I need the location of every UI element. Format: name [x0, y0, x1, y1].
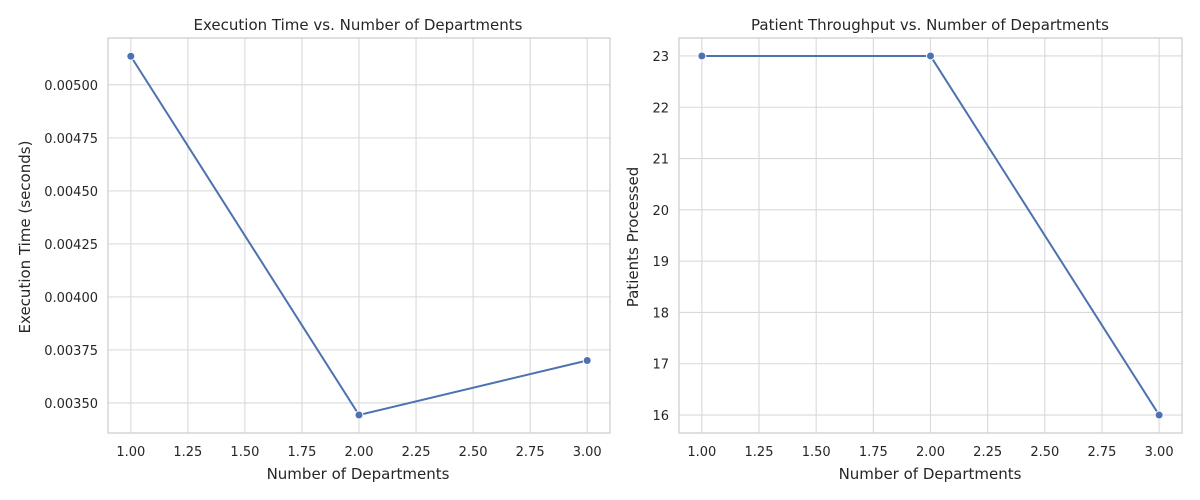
data-point	[582, 355, 592, 365]
data-point	[354, 410, 364, 420]
grid	[679, 38, 1182, 433]
x-tick-label: 3.00	[573, 445, 602, 460]
tick-labels: 1.00 1.25 1.50 1.75 2.00 2.25 2.50 2.75 3.00 16 17…	[652, 50, 1173, 460]
y-axis-label: Patients Processed	[624, 167, 642, 307]
x-tick-label: 2.25	[973, 445, 1002, 460]
y-tick-label: 0.00350	[44, 397, 98, 412]
x-axis-label: Number of Departments	[839, 465, 1022, 483]
y-tick-label: 0.00450	[44, 185, 98, 200]
data-point	[126, 51, 136, 61]
y-tick-label: 0.00375	[44, 344, 98, 359]
x-tick-label: 1.50	[802, 445, 831, 460]
tick-labels: 1.00 1.25 1.50 1.75 2.00 2.25 2.50 2.75 3.00 0.00…	[44, 79, 601, 460]
y-tick-label: 18	[652, 306, 669, 321]
x-tick-label: 2.50	[1030, 445, 1059, 460]
y-tick-label: 0.00475	[44, 132, 98, 147]
data-point	[926, 51, 935, 61]
x-tick-label: 1.50	[230, 445, 259, 460]
y-tick-label: 23	[652, 50, 669, 65]
x-tick-label: 1.00	[116, 445, 145, 460]
series	[126, 51, 592, 420]
x-tick-label: 3.00	[1145, 445, 1174, 460]
chart-title: Execution Time vs. Number of Departments	[194, 16, 523, 34]
y-tick-label: 0.00425	[44, 238, 98, 253]
x-axis-label: Number of Departments	[267, 465, 450, 483]
plot-frame	[107, 37, 611, 434]
y-tick-label: 20	[652, 204, 669, 219]
y-tick-label: 17	[652, 358, 669, 373]
x-tick-label: 2.75	[516, 445, 545, 460]
x-tick-label: 2.00	[345, 445, 374, 460]
plot-frame	[678, 37, 1183, 434]
x-tick-label: 2.25	[402, 445, 431, 460]
y-axis-label: Execution Time (seconds)	[16, 141, 34, 334]
grid	[108, 38, 610, 433]
series	[697, 51, 1164, 420]
y-tick-label: 16	[652, 409, 669, 424]
y-tick-label: 22	[652, 101, 669, 116]
chart-execution-time: Execution Time vs. Number of Departments…	[16, 16, 611, 483]
y-tick-label: 0.00500	[44, 79, 98, 94]
x-tick-label: 2.00	[916, 445, 945, 460]
x-tick-label: 2.75	[1088, 445, 1117, 460]
y-tick-label: 21	[652, 153, 669, 168]
x-tick-label: 1.25	[173, 445, 202, 460]
x-tick-label: 1.00	[687, 445, 716, 460]
chart-patient-throughput: Patient Throughput vs. Number of Departm…	[624, 16, 1183, 483]
y-tick-label: 0.00400	[44, 291, 98, 306]
data-point	[697, 51, 707, 61]
y-tick-label: 19	[652, 255, 669, 270]
x-tick-label: 1.25	[745, 445, 774, 460]
x-tick-label: 1.75	[859, 445, 888, 460]
x-tick-label: 2.50	[459, 445, 488, 460]
chart-title: Patient Throughput vs. Number of Departm…	[751, 16, 1109, 34]
x-tick-label: 1.75	[287, 445, 316, 460]
data-point	[1154, 410, 1164, 420]
